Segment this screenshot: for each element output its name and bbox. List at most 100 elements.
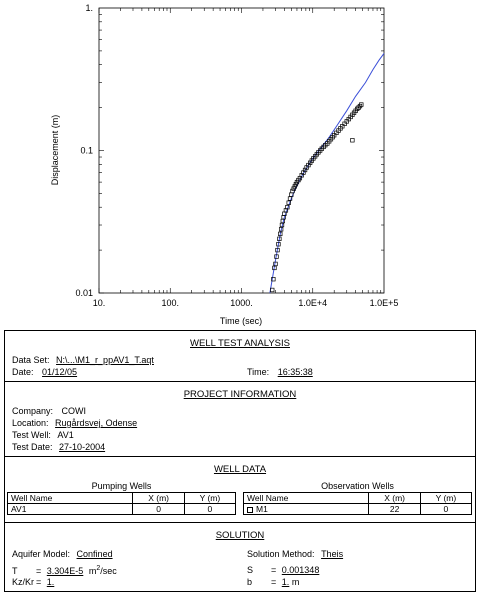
x-tick-label: 1.0E+5 [370,298,399,308]
tick-label-group: 10. 100. 1000. 1.0E+4 1.0E+5 0.01 0.1 1. [75,3,398,308]
s-label: S [247,565,254,575]
t-eq: = [36,566,42,576]
aquifer-model-label: Aquifer Model: [12,549,71,559]
observation-point [279,222,285,228]
table-row: AV1 0 0 [6,503,237,515]
observation-points-layer [270,102,364,293]
y-tick-label: 0.1 [80,146,93,156]
observation-well-y: 0 [419,503,473,515]
test-date-value: 27-10-2004 [59,442,106,452]
aquifer-model-value: Confined [76,549,113,559]
data-set-row: Data Set: N:\...\M1_r_ppAV1_T.aqt [12,355,154,365]
location-label: Location: [12,418,49,428]
observation-point [332,133,337,138]
solution-title: SOLUTION [215,530,265,541]
pumping-well-y: 0 [183,503,237,515]
x-tick-label: 10. [93,298,106,308]
project-info-title: PROJECT INFORMATION [183,389,297,400]
b-label: b [247,577,253,587]
company-value: COWI [61,406,87,416]
observation-point [278,227,284,232]
x-tick-label: 1.0E+4 [298,298,327,308]
b-eq: = [271,577,277,587]
kz-eq: = [36,577,42,587]
s-eq: = [271,565,277,575]
well-data-section: WELL DATA Pumping Wells Observation Well… [5,456,475,523]
plot-frame [98,7,385,294]
observation-point [275,247,280,253]
report-title: WELL TEST ANALYSIS [190,338,290,349]
t-unit-suffix: /sec [100,566,117,576]
observation-point [278,231,283,237]
solution-method-value: Theis [321,549,344,559]
observation-point [273,261,278,267]
observation-point [340,124,345,129]
pumping-col-name: Well Name [6,492,134,504]
observation-wells-title: Observation Wells [321,481,394,491]
observation-point [272,265,277,271]
y-tick-label: 1. [85,3,93,13]
date-row: Date: 01/12/05 [12,367,77,377]
observation-point [292,184,297,189]
storativity-row: S = 0.001348 [247,565,319,575]
x-tick-label: 100. [161,298,179,308]
observation-wells-table: Well Name X (m) Y (m) M1 22 0 [242,492,473,515]
kz-value: 1. [46,577,55,587]
observation-header-row: Well Name X (m) Y (m) [242,492,473,504]
x-axis-label: Time (sec) [220,316,262,326]
observation-point [286,200,291,205]
observation-point [291,186,296,191]
test-date-row: Test Date: 27-10-2004 [12,442,105,452]
pumping-header-row: Well Name X (m) Y (m) [6,492,237,504]
transmissivity-row: T = 3.304E-5 m2/sec [12,565,117,576]
minor-tick-group [98,8,384,294]
pumping-col-x: X (m) [132,492,185,504]
data-set-label: Data Set: [12,355,50,365]
solution-method-row: Solution Method: Theis [247,549,343,559]
kz-kr-row: Kz/Kr = 1. [12,577,54,587]
time-row: Time: 16:35:38 [247,367,313,377]
s-value: 0.001348 [281,565,320,575]
pumping-col-y: Y (m) [183,492,237,504]
observation-point [359,102,364,107]
data-set-value: N:\...\M1_r_ppAV1_T.aqt [56,355,154,365]
aquifer-model-row: Aquifer Model: Confined [12,549,113,559]
company-row: Company: COWI [12,406,86,416]
observation-point [283,208,289,213]
x-tick-label: 1000. [230,298,253,308]
well-test-report: WELL TEST ANALYSIS Data Set: N:\...\M1_r… [4,330,476,592]
test-well-row: Test Well: AV1 [12,430,74,440]
date-label: Date: [12,367,34,377]
observation-point [350,138,355,143]
observation-point [270,287,275,293]
test-well-value: AV1 [57,430,74,440]
observation-point [290,188,295,194]
observation-point [276,242,281,247]
time-value: 16:35:38 [277,367,313,377]
well-data-title: WELL DATA [213,464,267,475]
type-curve-line [269,53,385,294]
type-curve-layer [269,53,385,294]
observation-point [271,277,276,282]
t-label: T [12,566,18,576]
time-label: Time: [247,367,270,377]
observation-well-cell: M1 [242,503,370,515]
location-row: Location: Rugårdsvej, Odense [12,418,137,428]
observation-col-y: Y (m) [419,492,473,504]
table-row: M1 22 0 [242,503,473,515]
square-marker-icon [247,506,253,513]
observation-well-x: 22 [368,503,421,515]
date-value: 01/12/05 [42,367,78,377]
test-date-label: Test Date: [12,442,53,452]
solution-method-label: Solution Method: [247,549,315,559]
t-unit-prefix: m [88,566,97,576]
project-info-section: PROJECT INFORMATION Company: COWI Locati… [5,381,475,457]
pumping-well-x: 0 [132,503,185,515]
displacement-time-chart: 10. 100. 1000. 1.0E+4 1.0E+5 0.01 0.1 1. Time (… [50,3,398,326]
solution-section: SOLUTION Aquifer Model: Confined Solutio… [5,522,475,593]
kz-label: Kz/Kr [12,577,35,587]
observation-col-name: Well Name [242,492,370,504]
observation-well-name: M1 [256,504,268,514]
t-value: 3.304E-5 [46,566,84,576]
test-well-label: Test Well: [12,430,51,440]
